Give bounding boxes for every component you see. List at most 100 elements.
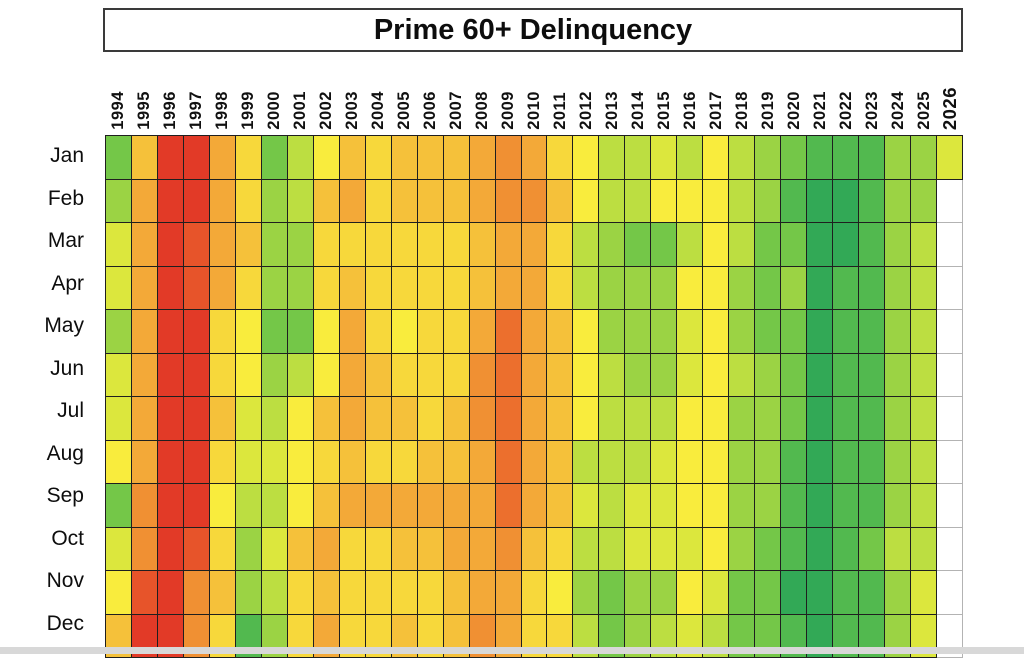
heatmap-cell <box>780 222 808 267</box>
heatmap-cell <box>364 222 392 267</box>
heatmap-cell <box>598 265 626 310</box>
heatmap-cell <box>884 309 912 354</box>
heatmap-cell <box>572 265 600 310</box>
heatmap-cell <box>520 396 548 441</box>
heatmap-cell <box>468 265 496 310</box>
heatmap-cell <box>676 265 704 310</box>
heatmap-cell <box>754 570 782 615</box>
heatmap-cell <box>754 483 782 528</box>
year-label: 1998 <box>212 91 231 130</box>
heatmap-cell <box>546 135 574 180</box>
heatmap-cell <box>650 570 678 615</box>
heatmap-cell <box>338 352 366 397</box>
year-axis: 1994 1995 1996 1997 1998 1999 2000 2001 2002 2003… <box>105 52 963 132</box>
heatmap-cell <box>702 439 730 484</box>
heatmap-cell <box>572 309 600 354</box>
heatmap-cell <box>312 570 340 615</box>
heatmap-cell <box>416 483 444 528</box>
heatmap-cell <box>416 309 444 354</box>
heatmap-cell <box>390 135 418 180</box>
heatmap-cell <box>728 309 756 354</box>
heatmap-cell <box>156 178 184 223</box>
year-label: 2011 <box>550 92 569 130</box>
heatmap-cell <box>832 222 860 267</box>
year-label: 2019 <box>758 91 777 130</box>
heatmap-cell <box>234 309 262 354</box>
heatmap-cell <box>884 135 912 180</box>
month-label: May <box>44 314 84 338</box>
heatmap-cell <box>572 178 600 223</box>
heatmap-cell <box>468 178 496 223</box>
heatmap-cell <box>858 396 886 441</box>
heatmap-cell <box>338 570 366 615</box>
heatmap-cell <box>286 526 314 571</box>
heatmap-cell <box>260 309 288 354</box>
heatmap-cell <box>156 222 184 267</box>
heatmap-cell <box>702 526 730 571</box>
heatmap-cell <box>806 178 834 223</box>
heatmap-cell <box>390 222 418 267</box>
heatmap-cell <box>546 222 574 267</box>
heatmap-cell <box>650 396 678 441</box>
heatmap-cell <box>676 222 704 267</box>
heatmap-cell <box>286 570 314 615</box>
year-label: 2018 <box>732 91 751 130</box>
heatmap-cell <box>676 526 704 571</box>
heatmap-cell <box>130 135 158 180</box>
heatmap-cell <box>624 483 652 528</box>
heatmap-cell <box>936 178 963 223</box>
heatmap-cell <box>260 396 288 441</box>
heatmap-cell <box>702 265 730 310</box>
year-label: 2017 <box>706 91 725 130</box>
heatmap-cell <box>598 178 626 223</box>
heatmap-cell <box>832 526 860 571</box>
heatmap-cell <box>390 309 418 354</box>
heatmap-cell <box>598 439 626 484</box>
heatmap-cell <box>234 483 262 528</box>
heatmap-cell <box>832 439 860 484</box>
heatmap-cell <box>390 483 418 528</box>
heatmap-cell <box>208 570 236 615</box>
heatmap-cell <box>260 352 288 397</box>
heatmap-cell <box>832 570 860 615</box>
heatmap-cell <box>676 570 704 615</box>
heatmap-cell <box>312 483 340 528</box>
heatmap-cell <box>780 135 808 180</box>
year-label: 2004 <box>368 91 387 130</box>
month-label: Nov <box>46 569 84 593</box>
year-label: 2021 <box>810 91 829 130</box>
heatmap-cell <box>624 265 652 310</box>
heatmap-cell <box>286 135 314 180</box>
heatmap-cell <box>234 265 262 310</box>
heatmap-cell <box>390 396 418 441</box>
heatmap-cell <box>598 352 626 397</box>
heatmap-cell <box>416 222 444 267</box>
heatmap-cell <box>130 570 158 615</box>
heatmap-cell <box>390 570 418 615</box>
heatmap-cell <box>312 265 340 310</box>
heatmap-cell <box>130 178 158 223</box>
year-label: 2005 <box>394 91 413 130</box>
heatmap-cell <box>546 570 574 615</box>
heatmap-cell <box>728 222 756 267</box>
heatmap-cell <box>520 265 548 310</box>
heatmap-cell <box>105 265 132 310</box>
heatmap-cell <box>442 222 470 267</box>
heatmap-cell <box>364 178 392 223</box>
heatmap-cell <box>105 178 132 223</box>
heatmap-cell <box>312 352 340 397</box>
heatmap-cell <box>858 483 886 528</box>
heatmap-cell <box>286 439 314 484</box>
heatmap-cell <box>105 222 132 267</box>
heatmap-cell <box>338 135 366 180</box>
heatmap-cell <box>260 265 288 310</box>
heatmap-cell <box>780 352 808 397</box>
heatmap-cell <box>260 135 288 180</box>
year-label: 1997 <box>186 91 205 130</box>
heatmap-cell <box>105 570 132 615</box>
heatmap-cell <box>546 309 574 354</box>
heatmap-cell <box>312 526 340 571</box>
heatmap-cell <box>286 483 314 528</box>
heatmap-cell <box>598 222 626 267</box>
heatmap-cell <box>234 396 262 441</box>
